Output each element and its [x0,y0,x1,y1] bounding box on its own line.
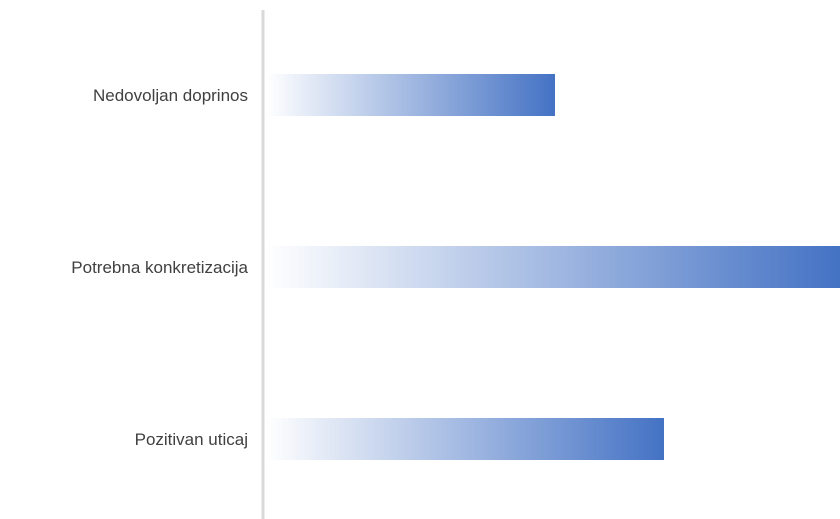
category-label-1: Potrebna konkretizacija [71,258,248,277]
bar-1 [266,246,840,288]
bar-0 [266,74,555,116]
category-labels-group: Nedovoljan doprinos Potrebna konkretizaci… [71,86,248,449]
category-label-0: Nedovoljan doprinos [93,86,248,105]
bars-group [266,74,840,460]
bar-2 [266,418,664,460]
category-label-2: Pozitivan uticaj [135,430,248,449]
